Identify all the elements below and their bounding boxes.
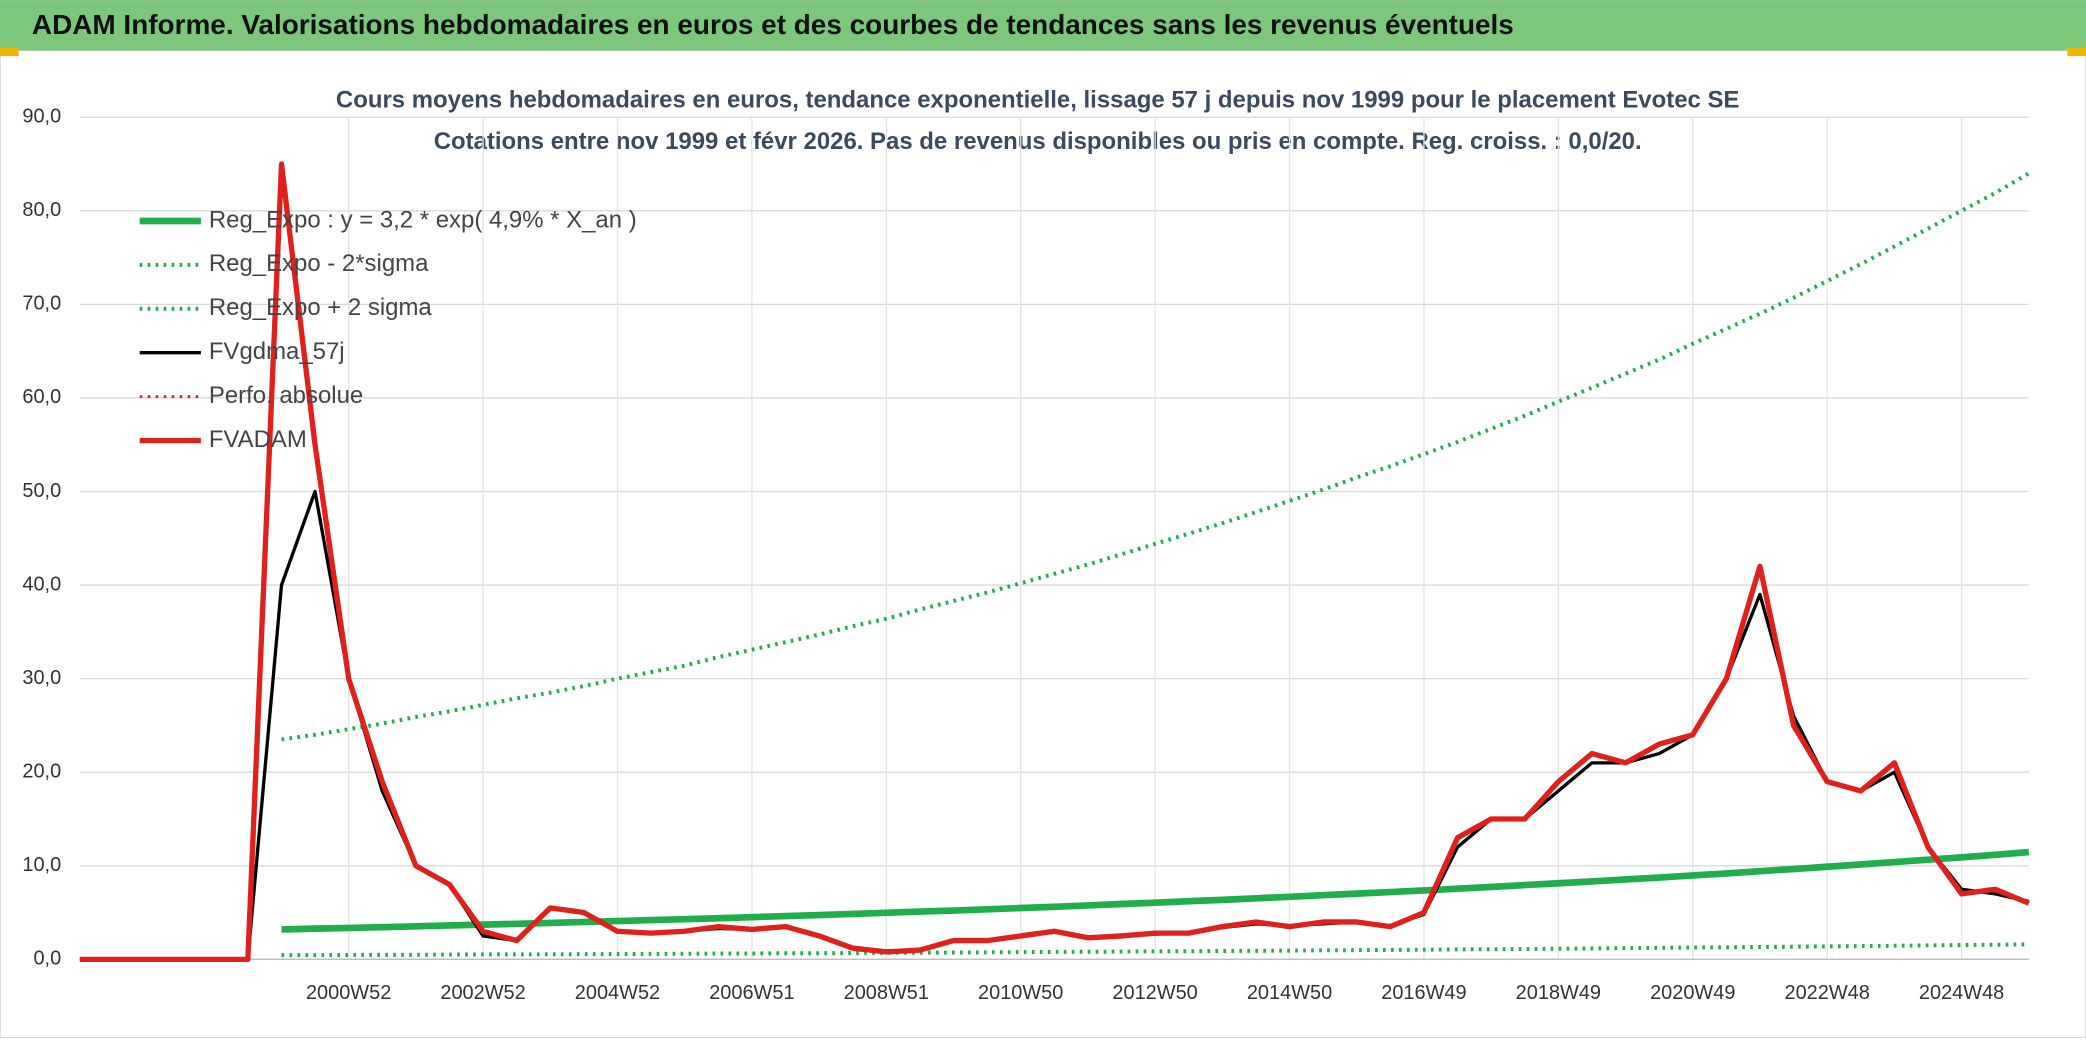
y-tick-label: 40,0 [22, 573, 61, 595]
x-tick-label: 2024W48 [1919, 982, 2004, 1004]
chart-title: Cours moyens hebdomadaires en euros, ten… [336, 87, 1740, 114]
y-tick-label: 10,0 [22, 854, 61, 876]
legend-label: Reg_Expo : y = 3,2 * exp( 4,9% * X_an ) [209, 206, 637, 233]
x-tick-label: 2000W52 [306, 982, 391, 1004]
header-bar [0, 0, 2086, 51]
x-tick-label: 2014W50 [1247, 982, 1332, 1004]
series-line [281, 171, 2030, 742]
series-line [281, 848, 2030, 933]
x-tick-label: 2006W51 [709, 982, 794, 1004]
legend-label: Reg_Expo - 2*sigma [209, 250, 429, 277]
x-tick-label: 2010W50 [978, 982, 1063, 1004]
x-tick-label: 2012W50 [1112, 982, 1197, 1004]
y-tick-label: 50,0 [22, 480, 61, 502]
corner-mark [0, 48, 19, 57]
y-tick-label: 70,0 [22, 293, 61, 315]
chart-subtitle: Cotations entre nov 1999 et févr 2026. P… [434, 128, 1642, 155]
corner-mark [2067, 48, 2086, 57]
y-tick-label: 60,0 [22, 386, 61, 408]
x-tick-label: 2018W49 [1516, 982, 1601, 1004]
x-tick-label: 2020W49 [1650, 982, 1735, 1004]
y-tick-label: 0,0 [33, 948, 61, 970]
series-line [79, 161, 2030, 963]
x-tick-label: 2004W52 [575, 982, 660, 1004]
legend-label: FVgdma_57j [209, 338, 345, 365]
x-tick-label: 2002W52 [440, 982, 525, 1004]
y-tick-label: 90,0 [22, 105, 61, 127]
y-tick-label: 30,0 [22, 667, 61, 689]
legend-label: Perfo. absolue [209, 382, 363, 409]
legend-label: Reg_Expo + 2 sigma [209, 294, 433, 321]
x-tick-label: 2022W48 [1784, 982, 1869, 1004]
page-title: ADAM Informe. Valorisations hebdomadaire… [32, 9, 1514, 40]
x-tick-label: 2016W49 [1381, 982, 1466, 1004]
x-tick-label: 2008W51 [844, 982, 929, 1004]
y-tick-label: 80,0 [22, 199, 61, 221]
legend-label: FVADAM [209, 426, 307, 453]
y-tick-label: 20,0 [22, 760, 61, 782]
